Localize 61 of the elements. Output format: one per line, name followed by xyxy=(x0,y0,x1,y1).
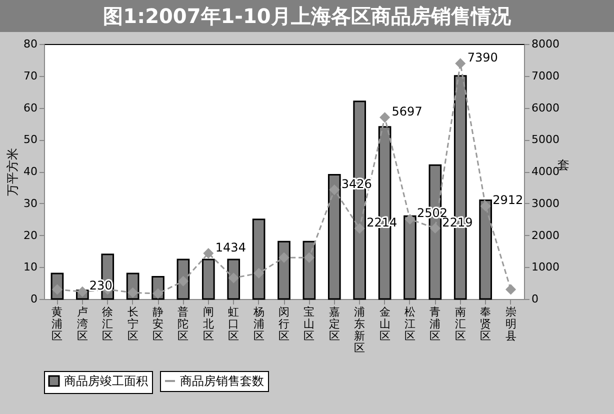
point xyxy=(506,284,516,294)
x-tick-label: 松江区 xyxy=(404,306,416,342)
x-tick-label: 浦东新区 xyxy=(354,306,366,354)
point xyxy=(456,58,466,68)
data-label: 1434 xyxy=(215,240,246,254)
x-tick-label: 宝山区 xyxy=(304,306,315,342)
point xyxy=(430,223,440,234)
point xyxy=(480,201,490,212)
y2-tick-label: 5000 xyxy=(532,133,560,146)
y2-tick-label: 0 xyxy=(532,292,538,306)
x-tick-label: 卢湾区 xyxy=(76,306,88,342)
x-tick-label: 青浦区 xyxy=(430,306,441,342)
point xyxy=(304,252,314,262)
y2-tick-label: 2000 xyxy=(532,228,560,242)
y-axis-title: 万平方米 xyxy=(6,148,20,196)
y-tick-label: 10 xyxy=(24,260,38,274)
y-tick-label: 30 xyxy=(24,196,38,210)
point xyxy=(354,224,364,234)
y-tick-label: 50 xyxy=(24,133,38,146)
point xyxy=(380,112,390,122)
y-tick-label: 80 xyxy=(24,38,38,50)
y-tick-label: 70 xyxy=(24,69,38,82)
x-tick-label: 长宁区 xyxy=(127,306,138,342)
x-tick-label: 静安区 xyxy=(152,306,164,342)
point xyxy=(254,268,264,278)
point xyxy=(153,288,163,298)
x-tick-label: 虹口区 xyxy=(228,306,240,342)
y2-tick-label: 6000 xyxy=(532,101,560,114)
y-tick-label: 60 xyxy=(24,101,38,114)
legend-label: 商品房销售套数 xyxy=(180,374,264,388)
y2-tick-label: 7000 xyxy=(532,69,560,82)
y2-tick-label: 8000 xyxy=(532,38,560,50)
y2-tick-label: 3000 xyxy=(532,196,560,210)
point xyxy=(128,288,138,298)
point xyxy=(78,286,88,297)
x-tick-label: 普陀区 xyxy=(178,306,189,342)
y2-tick-label: 4000 xyxy=(532,165,560,178)
legend-label: 商品房竣工面积 xyxy=(64,374,148,388)
x-tick-label: 黄浦区 xyxy=(52,306,63,342)
x-tick-label: 南汇区 xyxy=(454,306,466,342)
x-tick-label: 闵行区 xyxy=(278,306,290,342)
y-tick-label: 20 xyxy=(24,228,38,242)
data-label: 2912 xyxy=(492,193,524,208)
point xyxy=(228,273,238,283)
x-tick-label: 闸北区 xyxy=(202,306,214,342)
data-label: 7390 xyxy=(467,50,498,64)
point xyxy=(330,184,340,195)
point xyxy=(279,252,289,262)
x-tick-label: 金山区 xyxy=(379,306,390,342)
x-tick-label: 嘉定区 xyxy=(328,306,340,342)
y-tick-label: 0 xyxy=(30,292,38,306)
x-tick-label: 崇明县 xyxy=(505,306,516,342)
point xyxy=(204,248,214,258)
data-label: 5697 xyxy=(392,104,422,118)
y2-tick-label: 1000 xyxy=(532,260,560,274)
point xyxy=(405,214,415,224)
x-tick-label: 杨浦区 xyxy=(252,306,264,342)
x-tick-label: 奉贤区 xyxy=(480,306,492,342)
chart-title: 图1:2007年1-10月上海各区商品房销售情况 xyxy=(0,0,614,32)
x-tick-label: 徐汇区 xyxy=(102,306,114,342)
y-tick-label: 40 xyxy=(24,165,38,178)
